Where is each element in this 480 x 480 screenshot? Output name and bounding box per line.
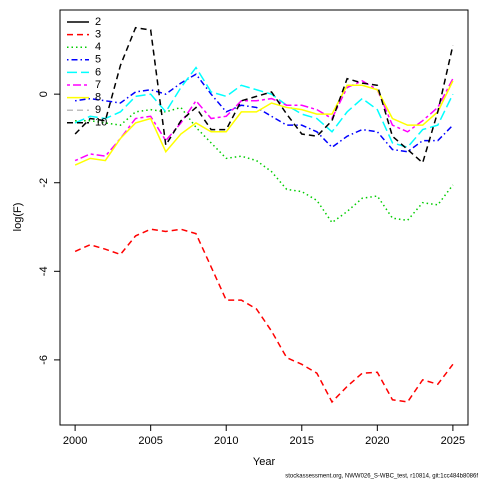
y-tick-label: -6 xyxy=(38,355,50,365)
series-line xyxy=(75,73,454,153)
y-tick-label: 0 xyxy=(38,91,50,97)
x-tick-label: 2020 xyxy=(365,435,389,447)
series-line xyxy=(75,106,454,224)
legend-label: 4 xyxy=(95,41,101,53)
legend-label: 5 xyxy=(95,54,101,66)
legend-label: 7 xyxy=(95,79,101,91)
x-axis-label: Year xyxy=(253,456,276,468)
series-line xyxy=(74,80,454,166)
x-tick-label: 2005 xyxy=(138,435,162,447)
y-axis-label: log(F) xyxy=(12,203,24,232)
footnote: stockassessment.org, NWW026_S-WBC_test, … xyxy=(285,474,478,480)
series-line xyxy=(74,26,454,165)
series-line xyxy=(74,66,454,149)
legend-label: 9 xyxy=(95,104,101,116)
legend-label: 2 xyxy=(95,16,101,28)
legend-label: 6 xyxy=(95,66,101,78)
x-tick-label: 2015 xyxy=(290,435,314,447)
x-tick-label: 2000 xyxy=(63,435,87,447)
legend-label: 3 xyxy=(95,29,101,41)
series-line xyxy=(74,228,454,404)
y-tick-label: -2 xyxy=(38,178,50,188)
x-tick-label: 2025 xyxy=(441,435,465,447)
plot-box xyxy=(59,9,469,426)
legend-label: 10 xyxy=(95,117,107,129)
y-tick-label: -4 xyxy=(38,266,50,276)
series-line xyxy=(74,78,454,162)
legend-label: 8 xyxy=(95,92,101,104)
x-tick-label: 2010 xyxy=(214,435,238,447)
